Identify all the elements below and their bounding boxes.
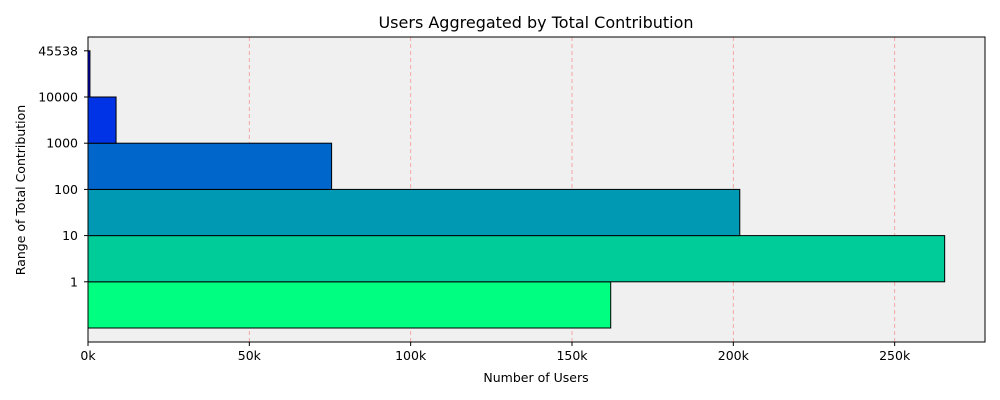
y-tick-label: 100 [54,182,78,197]
bars [87,50,946,329]
x-tick-label: 150k [556,348,588,363]
y-tick-label: 10 [62,228,78,243]
x-tick-label: 200k [718,348,750,363]
chart-title: Users Aggregated by Total Contribution [378,13,693,32]
bar [87,142,333,190]
bar [87,96,117,144]
ticks: 0k 50k 100k 150k 200k 250k 1 10 100 1000 10000 4553… [38,43,911,363]
x-tick-label: 250k [879,348,911,363]
bar [87,281,612,329]
y-tick-label: 1000 [46,136,78,151]
x-tick-label: 100k [395,348,427,363]
y-tick-label: 1 [70,274,78,289]
bar [87,235,946,283]
x-tick-label: 50k [238,348,262,363]
x-axis-label: Number of Users [483,370,588,385]
x-tick-label: 0k [80,348,96,363]
y-axis-label: Range of Total Contribution [13,105,28,275]
y-tick-label: 10000 [38,90,78,105]
y-tick-label: 45538 [38,43,78,58]
bar [87,188,741,237]
